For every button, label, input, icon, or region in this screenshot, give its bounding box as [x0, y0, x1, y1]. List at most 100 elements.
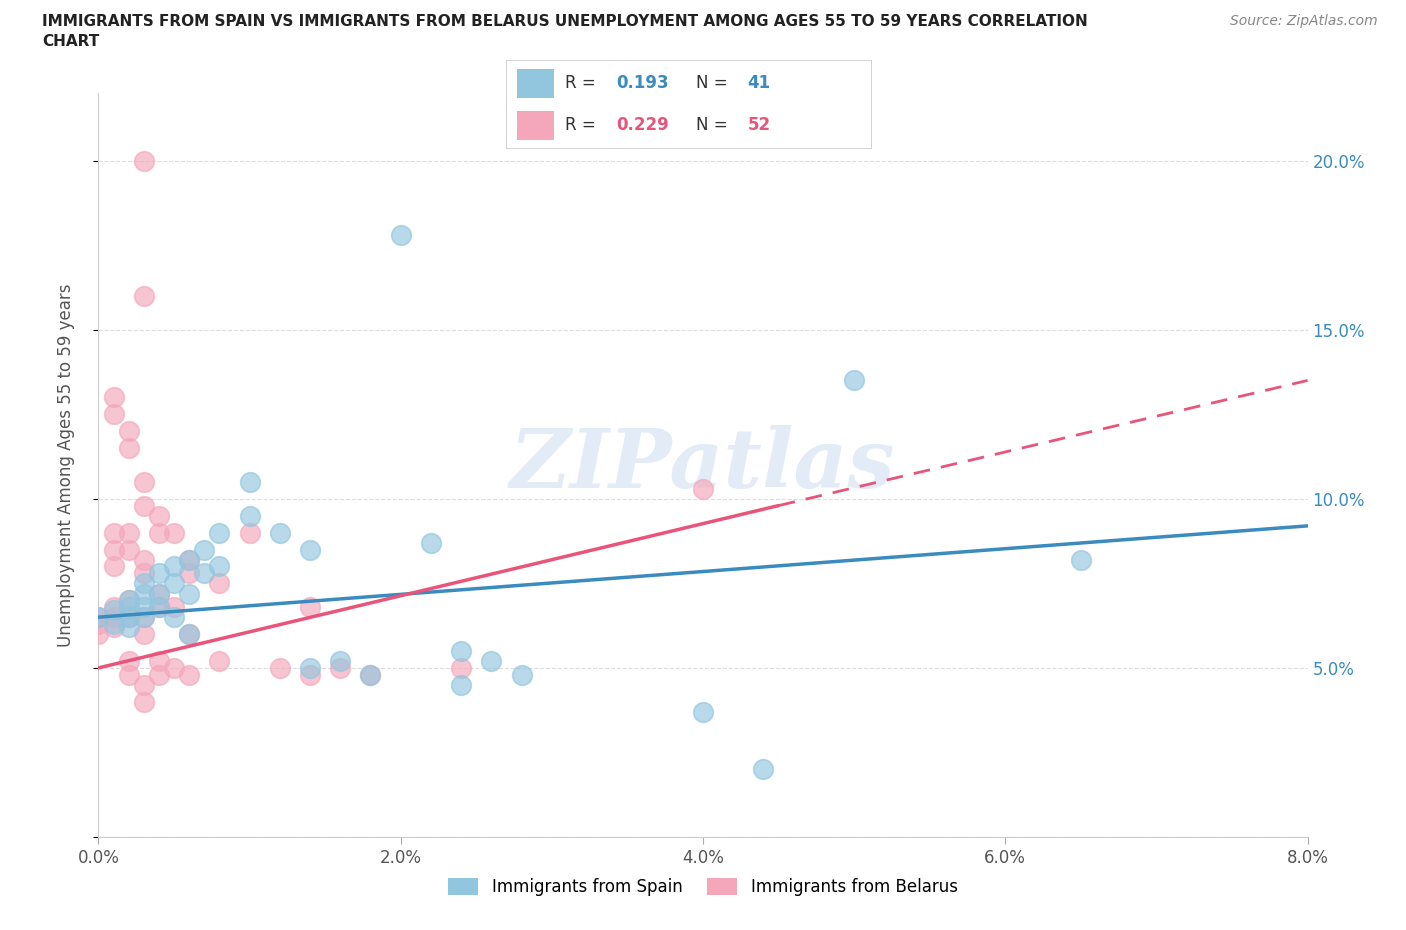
FancyBboxPatch shape	[517, 70, 554, 99]
Point	[132, 610, 155, 625]
Point	[179, 552, 201, 567]
Point	[692, 704, 714, 719]
Point	[118, 441, 141, 456]
Point	[87, 610, 110, 625]
Point	[844, 373, 866, 388]
Point	[118, 592, 141, 607]
Point	[163, 600, 186, 615]
Point	[132, 677, 155, 692]
Legend: Immigrants from Spain, Immigrants from Belarus: Immigrants from Spain, Immigrants from B…	[441, 871, 965, 903]
Point	[208, 559, 231, 574]
Point	[163, 559, 186, 574]
Point	[163, 660, 186, 675]
Point	[118, 592, 141, 607]
Point	[118, 610, 141, 625]
Point	[103, 525, 125, 540]
Point	[103, 600, 125, 615]
Point	[148, 667, 170, 682]
Point	[118, 600, 141, 615]
Point	[118, 525, 141, 540]
Text: Source: ZipAtlas.com: Source: ZipAtlas.com	[1230, 14, 1378, 28]
Point	[450, 660, 472, 675]
Point	[208, 576, 231, 591]
Point	[420, 536, 443, 551]
Text: CHART: CHART	[42, 34, 100, 49]
Point	[752, 762, 775, 777]
Point	[103, 617, 125, 631]
Point	[103, 603, 125, 618]
Point	[87, 610, 110, 625]
Point	[87, 617, 110, 631]
Point	[148, 525, 170, 540]
Point	[148, 586, 170, 601]
Text: 52: 52	[748, 116, 770, 134]
Point	[148, 600, 170, 615]
Point	[299, 667, 322, 682]
Point	[179, 627, 201, 642]
Point	[329, 660, 352, 675]
Text: 41: 41	[748, 74, 770, 92]
Point	[163, 576, 186, 591]
Point	[148, 586, 170, 601]
Point	[389, 228, 412, 243]
Point	[132, 600, 155, 615]
Point	[132, 565, 155, 580]
Point	[360, 667, 382, 682]
Point	[118, 542, 141, 557]
Point	[148, 600, 170, 615]
Point	[179, 586, 201, 601]
Point	[132, 474, 155, 489]
Point	[132, 586, 155, 601]
Text: 0.229: 0.229	[616, 116, 669, 134]
Point	[329, 654, 352, 669]
Point	[163, 525, 186, 540]
Point	[179, 627, 201, 642]
Point	[193, 565, 215, 580]
Point	[179, 552, 201, 567]
Point	[103, 390, 125, 405]
Point	[148, 565, 170, 580]
FancyBboxPatch shape	[517, 111, 554, 140]
Point	[132, 498, 155, 513]
Text: N =: N =	[696, 74, 733, 92]
Point	[299, 660, 322, 675]
Point	[692, 481, 714, 496]
Point	[132, 153, 155, 168]
Point	[239, 509, 262, 524]
Point	[132, 627, 155, 642]
Point	[118, 654, 141, 669]
Point	[132, 288, 155, 303]
Point	[239, 525, 262, 540]
Point	[299, 600, 322, 615]
FancyBboxPatch shape	[506, 60, 872, 149]
Point	[103, 610, 125, 625]
Point	[132, 552, 155, 567]
Point	[132, 610, 155, 625]
Point	[299, 542, 322, 557]
Point	[118, 620, 141, 635]
Y-axis label: Unemployment Among Ages 55 to 59 years: Unemployment Among Ages 55 to 59 years	[56, 284, 75, 646]
Text: ZIPatlas: ZIPatlas	[510, 425, 896, 505]
Point	[103, 406, 125, 421]
Point	[269, 660, 291, 675]
Text: R =: R =	[565, 74, 600, 92]
Point	[1070, 552, 1092, 567]
Point	[118, 424, 141, 439]
Point	[269, 525, 291, 540]
Point	[163, 610, 186, 625]
Point	[118, 667, 141, 682]
Point	[148, 509, 170, 524]
Point	[360, 667, 382, 682]
Point	[148, 654, 170, 669]
Point	[208, 654, 231, 669]
Point	[239, 474, 262, 489]
Point	[481, 654, 503, 669]
Text: R =: R =	[565, 116, 600, 134]
Point	[450, 644, 472, 658]
Point	[103, 559, 125, 574]
Point	[87, 627, 110, 642]
Point	[132, 576, 155, 591]
Point	[193, 542, 215, 557]
Point	[450, 677, 472, 692]
Point	[103, 542, 125, 557]
